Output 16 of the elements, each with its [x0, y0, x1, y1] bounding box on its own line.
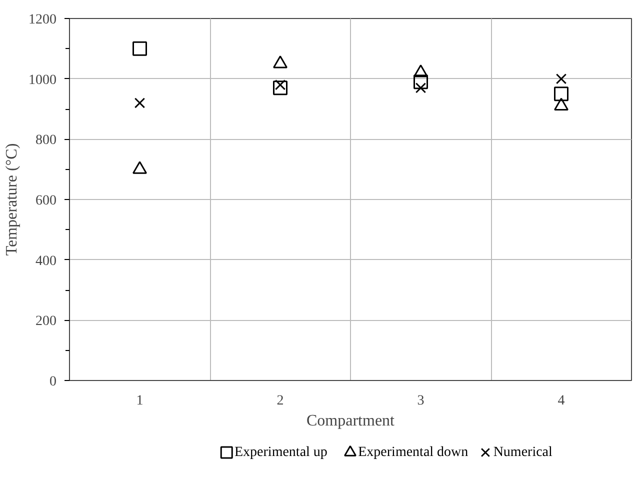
y-tick-label: 400: [36, 254, 56, 269]
x-axis-title: Compartment: [306, 412, 396, 430]
legend-label: Numerical: [493, 445, 553, 460]
y-tick-label: 0: [50, 374, 56, 390]
x-tick-label: 2: [276, 394, 284, 408]
y-tick-label: 800: [36, 133, 56, 148]
y-tick-label: 1200: [28, 12, 56, 28]
x-tick-label: 4: [558, 394, 565, 408]
legend-label: Experimental down: [358, 445, 468, 460]
y-tick-label: 1000: [28, 72, 56, 88]
x-tick-label: 3: [417, 394, 424, 408]
legend-label: Experimental up: [234, 445, 328, 460]
y-tick-label: 200: [36, 314, 56, 330]
y-tick-label: 600: [36, 194, 56, 208]
y-axis-title: Temperature (°C): [4, 143, 20, 256]
x-tick-label: 1: [136, 394, 144, 408]
